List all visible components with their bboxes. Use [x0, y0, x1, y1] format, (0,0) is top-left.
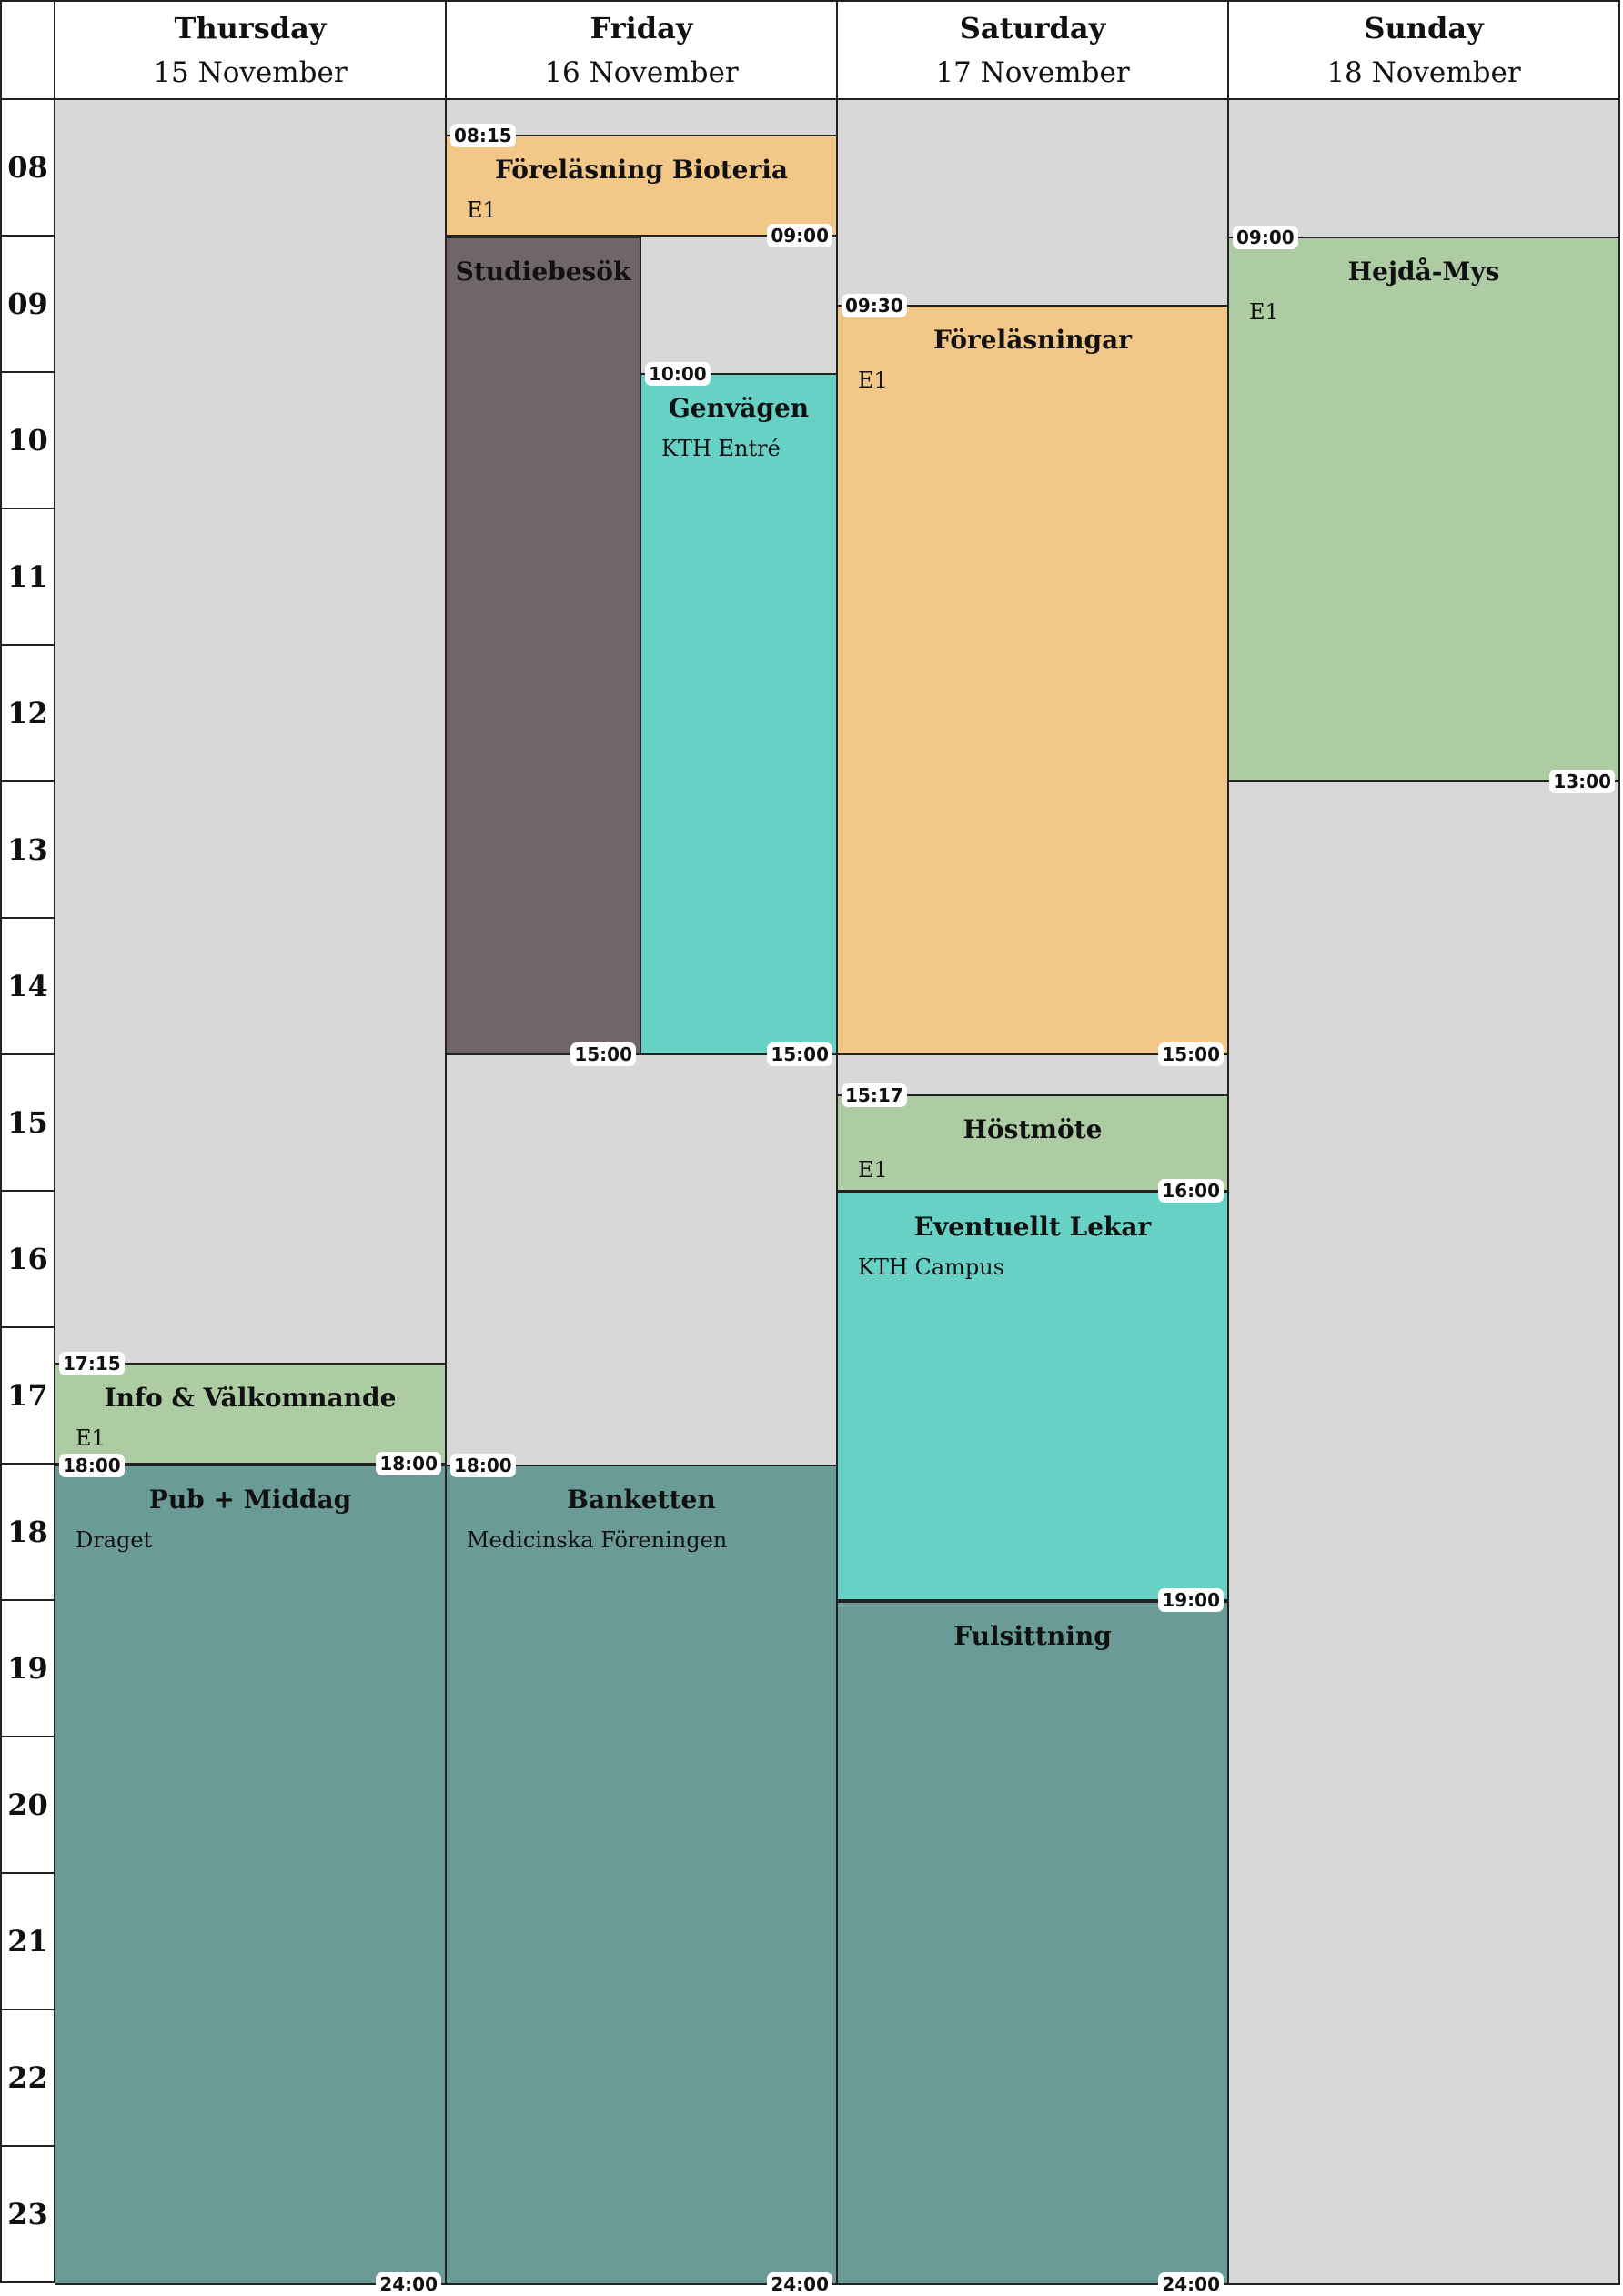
- event-end-time: 19:00: [1158, 1588, 1224, 1612]
- hour-label-14: 14: [0, 919, 55, 1055]
- hour-label-16: 16: [0, 1192, 55, 1328]
- event-end-time: 09:00: [767, 224, 832, 247]
- event-title: Fulsittning: [953, 1621, 1112, 1651]
- event-end-time: 13:00: [1549, 770, 1615, 793]
- hour-label-21: 21: [0, 1874, 55, 2010]
- event-start-time: 09:00: [1233, 226, 1298, 249]
- hour-label-12: 12: [0, 646, 55, 782]
- day-date: 18 November: [1326, 56, 1521, 89]
- day-name: Saturday: [959, 11, 1106, 45]
- day-header-sunday: Sunday 18 November: [1229, 0, 1620, 100]
- event-pub-middag[interactable]: Pub + Middag Draget 18:00 24:00: [55, 1454, 445, 2296]
- hour-label-20: 20: [0, 1737, 55, 1874]
- event-location: E1: [467, 196, 497, 223]
- header-corner: [0, 0, 55, 100]
- event-location: Medicinska Föreningen: [467, 1527, 728, 1553]
- day-column-saturday: Föreläsningar E1 09:30 15:00 Höstmöte E1 15:17…: [838, 100, 1229, 2296]
- event-end-time: 24:00: [376, 2272, 441, 2296]
- event-title: Föreläsningar: [933, 325, 1132, 355]
- event-hostmote[interactable]: Höstmöte E1 15:17 16:00: [838, 1083, 1227, 1203]
- hour-label-09: 09: [0, 237, 55, 373]
- event-location: E1: [858, 1156, 888, 1183]
- event-start-time: 18:00: [450, 1454, 516, 1477]
- event-start-time: 17:15: [59, 1351, 125, 1375]
- event-end-time: 15:00: [767, 1042, 832, 1066]
- day-header-thursday: Thursday 15 November: [55, 0, 447, 100]
- event-title: Banketten: [567, 1485, 716, 1515]
- event-end-time: 16:00: [1158, 1179, 1224, 1203]
- event-banketten[interactable]: Banketten Medicinska Föreningen 18:00 24:00: [447, 1454, 836, 2296]
- event-forelasning-bioteria[interactable]: Föreläsning Bioteria E1 08:15 09:00: [447, 123, 836, 247]
- event-title: Eventuellt Lekar: [913, 1212, 1152, 1242]
- event-start-time: 09:30: [842, 294, 907, 317]
- event-studiebesok[interactable]: Studiebesök 15:00: [447, 237, 641, 1066]
- event-location: E1: [858, 368, 888, 393]
- day-name: Friday: [590, 11, 693, 45]
- hour-label-22: 22: [0, 2010, 55, 2147]
- event-end-time: 24:00: [1158, 2272, 1224, 2296]
- event-genvagen[interactable]: Genvägen KTH Entré 10:00 15:00: [641, 362, 836, 1066]
- event-location: KTH Entré: [661, 436, 781, 461]
- event-title: Hejdå-Mys: [1347, 257, 1500, 287]
- event-fulsittning[interactable]: Fulsittning 24:00: [838, 1601, 1227, 2296]
- event-forelasningar[interactable]: Föreläsningar E1 09:30 15:00: [838, 294, 1227, 1066]
- event-start-time: 10:00: [645, 362, 711, 386]
- hour-label-11: 11: [0, 509, 55, 646]
- day-column-sunday: Hejdå-Mys E1 09:00 13:00: [1229, 100, 1620, 2285]
- hour-label-17: 17: [0, 1328, 55, 1465]
- event-location: Draget: [76, 1527, 153, 1553]
- event-start-time: 15:17: [842, 1083, 907, 1107]
- event-title: Info & Välkomnande: [104, 1382, 397, 1413]
- hour-label-19: 19: [0, 1601, 55, 1737]
- event-start-time: 18:00: [59, 1454, 125, 1477]
- event-location: E1: [76, 1425, 106, 1451]
- day-name: Thursday: [174, 11, 327, 45]
- day-name: Sunday: [1364, 11, 1484, 45]
- day-date: 17 November: [935, 56, 1130, 89]
- event-location: E1: [1249, 299, 1279, 325]
- hour-label-13: 13: [0, 782, 55, 919]
- event-title: Studiebesök: [455, 257, 631, 287]
- event-title: Pub + Middag: [148, 1485, 352, 1515]
- day-column-thursday: Info & Välkomnande E1 17:15 18:00 Pub + Midd…: [55, 100, 447, 2296]
- hour-label-23: 23: [0, 2147, 55, 2283]
- event-title: Föreläsning Bioteria: [494, 154, 789, 185]
- hour-label-08: 08: [0, 100, 55, 237]
- hour-label-15: 15: [0, 1055, 55, 1192]
- event-end-time: 15:00: [1158, 1042, 1224, 1066]
- event-end-time: 24:00: [767, 2272, 832, 2296]
- event-start-time: 08:15: [450, 123, 516, 147]
- day-column-friday: Föreläsning Bioteria E1 08:15 09:00 Studiebe…: [447, 100, 838, 2296]
- event-info-valkomnande[interactable]: Info & Välkomnande E1 17:15 18:00: [55, 1351, 445, 1475]
- event-end-time: 15:00: [570, 1042, 636, 1066]
- day-date: 15 November: [153, 56, 348, 89]
- event-location: KTH Campus: [858, 1254, 1005, 1280]
- event-end-time: 18:00: [376, 1452, 441, 1475]
- hour-label-18: 18: [0, 1465, 55, 1601]
- day-header-friday: Friday 16 November: [447, 0, 838, 100]
- event-hejda-mys[interactable]: Hejdå-Mys E1 09:00 13:00: [1229, 226, 1618, 793]
- event-eventuellt-lekar[interactable]: Eventuellt Lekar KTH Campus 19:00: [838, 1192, 1227, 1612]
- hour-label-10: 10: [0, 373, 55, 509]
- event-title: Höstmöte: [963, 1113, 1103, 1144]
- event-title: Genvägen: [668, 393, 810, 423]
- day-header-saturday: Saturday 17 November: [838, 0, 1229, 100]
- day-date: 16 November: [544, 56, 739, 89]
